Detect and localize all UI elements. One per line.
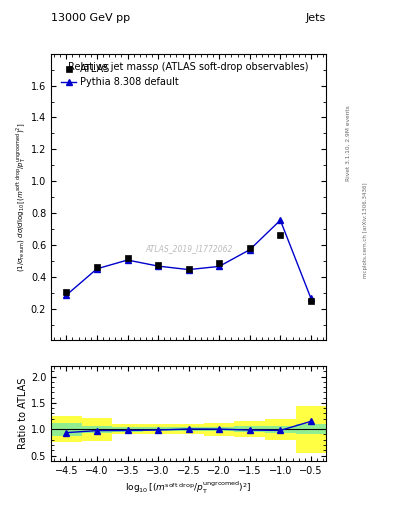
Pythia 8.308 default: [217, 263, 222, 269]
Text: mcplots.cern.ch [arXiv:1306.3436]: mcplots.cern.ch [arXiv:1306.3436]: [363, 183, 368, 278]
ATLAS: [217, 260, 222, 266]
Pythia 8.308 default: [156, 263, 160, 269]
Pythia 8.308 default: [186, 267, 191, 273]
ATLAS: [248, 245, 252, 251]
ATLAS: [156, 262, 160, 268]
Pythia 8.308 default: [248, 247, 252, 253]
Y-axis label: $(1/\sigma_{\rm resum})\ d\sigma/d\log_{10}[(m^{\rm soft\ drop}/p_{\rm T}^{\rm u: $(1/\sigma_{\rm resum})\ d\sigma/d\log_{…: [15, 122, 28, 272]
ATLAS: [125, 255, 130, 261]
ATLAS: [309, 297, 313, 304]
Pythia 8.308 default: [95, 266, 99, 272]
Line: ATLAS: ATLAS: [64, 232, 314, 304]
X-axis label: $\log_{10}[(m^{\rm soft\ drop}/p_{\rm T}^{\rm ungroomed})^2]$: $\log_{10}[(m^{\rm soft\ drop}/p_{\rm T}…: [125, 480, 252, 496]
Legend: ATLAS, Pythia 8.308 default: ATLAS, Pythia 8.308 default: [61, 65, 179, 87]
Text: ATLAS_2019_I1772062: ATLAS_2019_I1772062: [145, 244, 232, 253]
ATLAS: [95, 264, 99, 270]
ATLAS: [186, 266, 191, 272]
Pythia 8.308 default: [309, 295, 313, 302]
Text: Rivet 3.1.10, 2.9M events: Rivet 3.1.10, 2.9M events: [345, 105, 350, 181]
Text: 13000 GeV pp: 13000 GeV pp: [51, 13, 130, 23]
Y-axis label: Ratio to ATLAS: Ratio to ATLAS: [18, 378, 28, 449]
Pythia 8.308 default: [125, 257, 130, 263]
Pythia 8.308 default: [64, 292, 69, 298]
Line: Pythia 8.308 default: Pythia 8.308 default: [64, 218, 314, 301]
Text: Jets: Jets: [306, 13, 326, 23]
ATLAS: [64, 289, 69, 295]
Text: Relative jet massρ (ATLAS soft-drop observables): Relative jet massρ (ATLAS soft-drop obse…: [68, 62, 309, 72]
Pythia 8.308 default: [278, 217, 283, 223]
ATLAS: [278, 231, 283, 238]
